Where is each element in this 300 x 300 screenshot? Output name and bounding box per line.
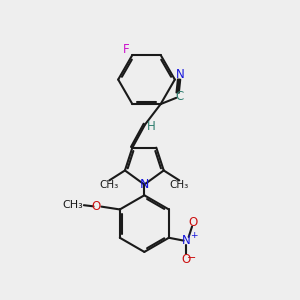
Text: C: C xyxy=(176,90,184,103)
Text: CH₃: CH₃ xyxy=(63,200,83,210)
Text: CH₃: CH₃ xyxy=(170,181,189,190)
Text: H: H xyxy=(147,120,156,133)
Text: N: N xyxy=(182,234,191,247)
Text: O: O xyxy=(182,253,191,266)
Text: O: O xyxy=(189,216,198,229)
Text: −: − xyxy=(187,253,196,263)
Text: F: F xyxy=(123,44,129,56)
Text: CH₃: CH₃ xyxy=(100,181,119,190)
Text: N: N xyxy=(176,68,185,81)
Text: O: O xyxy=(92,200,101,213)
Text: +: + xyxy=(190,231,197,240)
Text: N: N xyxy=(140,178,149,191)
